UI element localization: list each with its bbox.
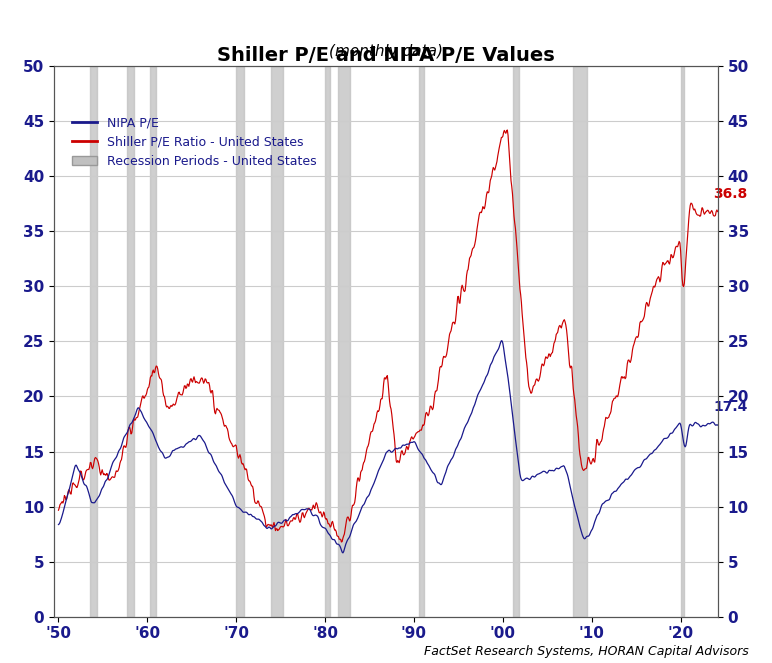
Bar — [271, 66, 283, 617]
Bar — [90, 66, 97, 617]
Bar — [513, 66, 519, 617]
Bar — [235, 66, 244, 617]
Text: FactSet Research Systems, HORAN Capital Advisors: FactSet Research Systems, HORAN Capital … — [424, 645, 749, 658]
Bar — [574, 66, 587, 617]
Bar — [681, 66, 683, 617]
Text: 17.4: 17.4 — [713, 400, 747, 414]
Bar — [338, 66, 350, 617]
Bar — [127, 66, 134, 617]
Legend: NIPA P/E, Shiller P/E Ratio - United States, Recession Periods - United States: NIPA P/E, Shiller P/E Ratio - United Sta… — [67, 111, 322, 172]
Bar — [419, 66, 425, 617]
Bar — [150, 66, 156, 617]
Title: Shiller P/E and NIPA P/E Values: Shiller P/E and NIPA P/E Values — [217, 46, 555, 65]
Text: 36.8: 36.8 — [713, 186, 747, 201]
Text: (monthly data): (monthly data) — [329, 44, 443, 60]
Bar — [325, 66, 330, 617]
